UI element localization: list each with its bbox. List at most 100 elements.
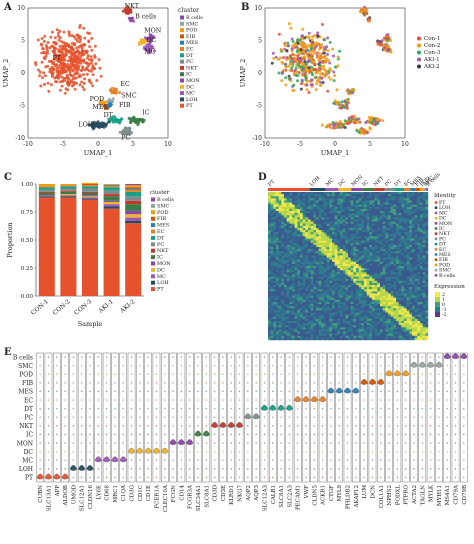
violin-nkt: [156, 425, 157, 426]
legend-swatch: [180, 47, 184, 51]
violin-mes: [139, 391, 140, 392]
violin-nkt: [255, 425, 256, 426]
violin-fib: [361, 379, 368, 384]
legend-label: IC: [186, 72, 192, 78]
violin-fib: [330, 382, 331, 383]
bar-segment-loh: [39, 196, 55, 197]
legend-label: B cells: [157, 197, 174, 203]
violin-ic: [363, 434, 364, 435]
violin-pt: [89, 477, 90, 478]
violin-mon: [106, 442, 107, 443]
violin-ic: [322, 434, 323, 435]
violin-dc: [81, 451, 82, 452]
violin-b-cells: [231, 356, 232, 357]
violin-mon: [380, 442, 381, 443]
violin-dt: [447, 408, 448, 409]
violin-fib: [172, 382, 173, 383]
violin-mon: [73, 442, 74, 443]
violin-nkt: [322, 425, 323, 426]
violin-nkt: [355, 425, 356, 426]
y-tick-label: 0.25: [21, 266, 34, 272]
gene-label: PECAM1: [296, 485, 302, 510]
violin-b-cells: [314, 356, 315, 357]
y-tick-label: 5: [258, 38, 262, 45]
legend-label: Con-3: [424, 50, 441, 56]
violin-pod: [222, 373, 223, 374]
identity-swatch: [435, 232, 438, 235]
violin-dt: [405, 408, 406, 409]
violin-nkt: [56, 425, 57, 426]
bar-segment-pod: [82, 183, 98, 184]
violin-pc: [222, 416, 223, 417]
violin-mc: [139, 459, 140, 460]
violin-mon: [455, 442, 456, 443]
violin-pc: [106, 416, 107, 417]
cluster-ic: [364, 116, 384, 127]
violin-mc: [289, 459, 290, 460]
violin-ic: [413, 434, 414, 435]
violin-mes: [255, 391, 256, 392]
violin-ec: [347, 399, 348, 400]
violin-ic: [347, 434, 348, 435]
violin-loh: [455, 468, 456, 469]
violin-pod: [380, 373, 381, 374]
violin-ic: [181, 434, 182, 435]
violin-mes: [197, 391, 198, 392]
violin-mc: [322, 459, 323, 460]
violin-mes: [413, 391, 414, 392]
violin-ic: [289, 434, 290, 435]
violin-dt: [156, 408, 157, 409]
violin-ec: [339, 399, 340, 400]
violin-pt: [305, 477, 306, 478]
violin-nkt: [447, 425, 448, 426]
violin-mes: [98, 391, 99, 392]
violin-mes: [463, 391, 464, 392]
violin-pc: [405, 416, 406, 417]
violin-ec: [214, 399, 215, 400]
violin-nkt: [339, 425, 340, 426]
violin-smc: [147, 365, 148, 366]
violin-dc: [153, 448, 160, 453]
violin-dt: [305, 408, 306, 409]
violin-loh: [388, 468, 389, 469]
violin-mon: [56, 442, 57, 443]
violin-nkt: [236, 422, 243, 427]
violin-loh: [189, 468, 190, 469]
violin-mes: [363, 391, 364, 392]
violin-fib: [280, 382, 281, 383]
gene-label: MS4A1: [445, 485, 451, 505]
x-tick-label: -5: [60, 141, 66, 148]
expression-gradient-step: [435, 302, 440, 307]
bar-segment-dt: [60, 186, 76, 188]
cluster-label-mon: MON: [144, 28, 162, 35]
violin-loh: [413, 468, 414, 469]
violin-pt: [239, 477, 240, 478]
violin-mes: [438, 391, 439, 392]
violin-b-cells: [131, 356, 132, 357]
violin-pc: [463, 416, 464, 417]
violin-ic: [172, 434, 173, 435]
violin-dt: [164, 408, 165, 409]
x-tick-label: AKI-1: [97, 298, 115, 315]
violin-mc: [363, 459, 364, 460]
violin-ec: [405, 399, 406, 400]
identity-swatch: [435, 206, 438, 209]
violin-pt: [172, 477, 173, 478]
violin-pt: [339, 477, 340, 478]
violin-mon: [447, 442, 448, 443]
violin-nkt: [455, 425, 456, 426]
violin-fib: [405, 382, 406, 383]
violin-nkt: [73, 425, 74, 426]
legend-swatch: [417, 58, 421, 62]
bar-segment-pod: [39, 184, 55, 186]
identity-label: NKT: [439, 231, 451, 237]
violin-ec: [172, 399, 173, 400]
violin-mc: [181, 459, 182, 460]
cluster-label-mc: MC: [144, 49, 155, 56]
column-label: DT: [394, 178, 404, 188]
violin-dt: [56, 408, 57, 409]
bar-segment-loh: [104, 206, 120, 208]
violin-fib: [147, 382, 148, 383]
violin-mon: [64, 442, 65, 443]
